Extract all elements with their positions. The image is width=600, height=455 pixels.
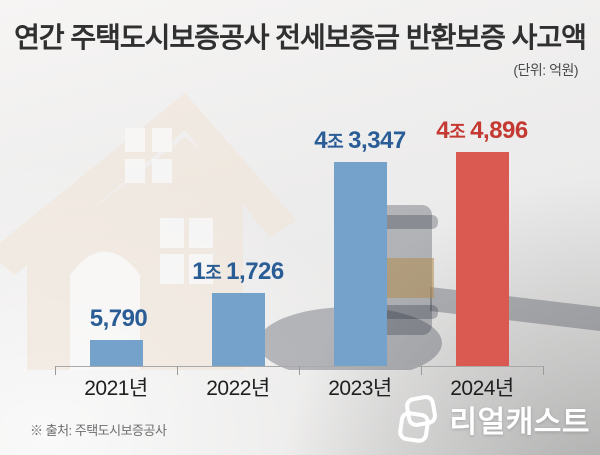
realcast-logo: 리얼캐스트: [396, 394, 591, 444]
value-label-2021년: 5,790: [89, 305, 148, 332]
source-note: ※ 출처: 주택도시보증공사: [30, 423, 167, 438]
year-label-2022년: 2022년: [206, 377, 270, 400]
x-axis-tick: [543, 366, 544, 375]
year-label-2021년: 2021년: [84, 377, 148, 400]
value-label-2024년: 4조 4,896: [436, 117, 528, 144]
bar-2024년: [455, 152, 509, 366]
x-axis-tick: [55, 366, 56, 375]
year-label-2023년: 2023년: [328, 377, 392, 400]
realcast-logo-icon: [397, 395, 437, 443]
value-label-2023년: 4조 3,347: [314, 127, 406, 154]
unit-note: (단위: 억원): [513, 62, 578, 78]
x-axis-tick: [177, 366, 178, 375]
bar-2021년: [89, 340, 143, 366]
chart-title: 연간 주택도시보증공사 전세보증금 반환보증 사고액: [14, 22, 587, 53]
x-axis-tick: [299, 366, 300, 375]
bar-2023년: [333, 162, 387, 366]
value-label-2022년: 1조 1,726: [192, 258, 284, 285]
x-axis-tick: [421, 366, 422, 375]
year-label-2024년: 2024년: [450, 377, 514, 400]
bar-2022년: [211, 293, 265, 366]
realcast-logo-text: 리얼캐스트: [449, 406, 590, 439]
